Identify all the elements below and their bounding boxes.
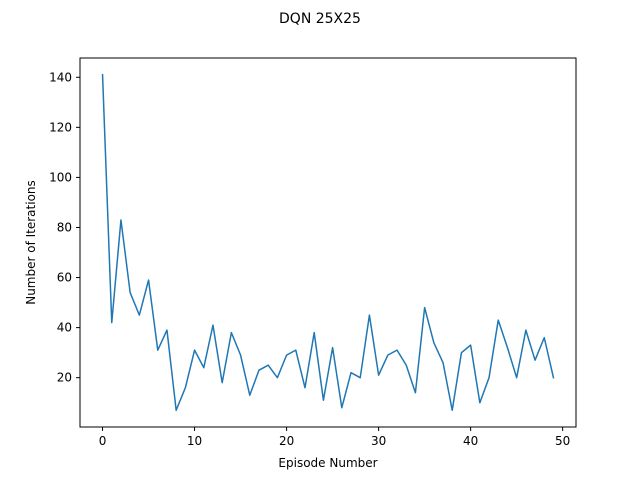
data-point xyxy=(148,280,149,281)
plot-area: 0 10 20 30 40 50 20 40 60 80 100 120 140 xyxy=(49,57,577,448)
x-tick-label: 10 xyxy=(187,434,202,448)
x-tick-label: 40 xyxy=(463,434,478,448)
y-tick-label: 140 xyxy=(49,70,72,84)
data-point xyxy=(369,315,370,316)
axes-frame xyxy=(79,57,577,428)
x-axis-label: Episode Number xyxy=(278,456,377,470)
data-point xyxy=(406,365,407,366)
series-line xyxy=(101,73,555,411)
data-point xyxy=(461,352,462,353)
data-point xyxy=(222,382,223,383)
data-point xyxy=(351,372,352,373)
data-point xyxy=(498,320,499,321)
y-tick-label: 80 xyxy=(57,220,72,234)
y-tick-label: 100 xyxy=(49,170,72,184)
data-point xyxy=(489,377,490,378)
data-point xyxy=(139,315,140,316)
data-point xyxy=(120,219,121,220)
data-point xyxy=(295,350,296,351)
data-point xyxy=(415,392,416,393)
data-point xyxy=(360,377,361,378)
data-point xyxy=(176,410,177,411)
data-point xyxy=(185,387,186,388)
x-tick-label: 0 xyxy=(99,434,107,448)
data-point xyxy=(249,395,250,396)
data-point xyxy=(194,350,195,351)
data-point xyxy=(240,355,241,356)
y-axis-label: Number of Iterations xyxy=(24,180,38,305)
data-point xyxy=(544,337,545,338)
data-point xyxy=(111,322,112,323)
data-point xyxy=(443,362,444,363)
data-point xyxy=(470,345,471,346)
x-axis: 0 10 20 30 40 50 xyxy=(99,427,570,448)
data-point xyxy=(525,330,526,331)
data-point xyxy=(553,377,554,378)
data-point xyxy=(157,350,158,351)
y-tick-label: 120 xyxy=(49,120,72,134)
data-point xyxy=(479,402,480,403)
data-point xyxy=(203,367,204,368)
x-tick-label: 30 xyxy=(371,434,386,448)
data-point xyxy=(535,360,536,361)
x-tick-label: 50 xyxy=(555,434,570,448)
data-point xyxy=(387,355,388,356)
data-point xyxy=(516,377,517,378)
y-tick-label: 40 xyxy=(57,321,72,335)
data-point xyxy=(286,355,287,356)
data-point xyxy=(102,74,103,75)
data-point xyxy=(378,375,379,376)
data-point xyxy=(258,370,259,371)
data-point xyxy=(314,332,315,333)
data-point xyxy=(304,387,305,388)
data-point xyxy=(231,332,232,333)
y-tick-label: 20 xyxy=(57,371,72,385)
x-tick-label: 20 xyxy=(279,434,294,448)
data-point xyxy=(130,292,131,293)
data-point xyxy=(323,400,324,401)
data-point xyxy=(212,325,213,326)
data-point xyxy=(332,347,333,348)
data-point xyxy=(397,350,398,351)
y-axis: 20 40 60 80 100 120 140 xyxy=(49,70,80,385)
data-point xyxy=(424,307,425,308)
data-point xyxy=(277,377,278,378)
y-tick-label: 60 xyxy=(57,271,72,285)
data-point xyxy=(268,365,269,366)
data-point xyxy=(341,407,342,408)
data-point xyxy=(452,410,453,411)
data-point xyxy=(507,347,508,348)
data-point xyxy=(166,330,167,331)
data-point xyxy=(433,342,434,343)
chart-title: DQN 25X25 xyxy=(279,11,361,27)
